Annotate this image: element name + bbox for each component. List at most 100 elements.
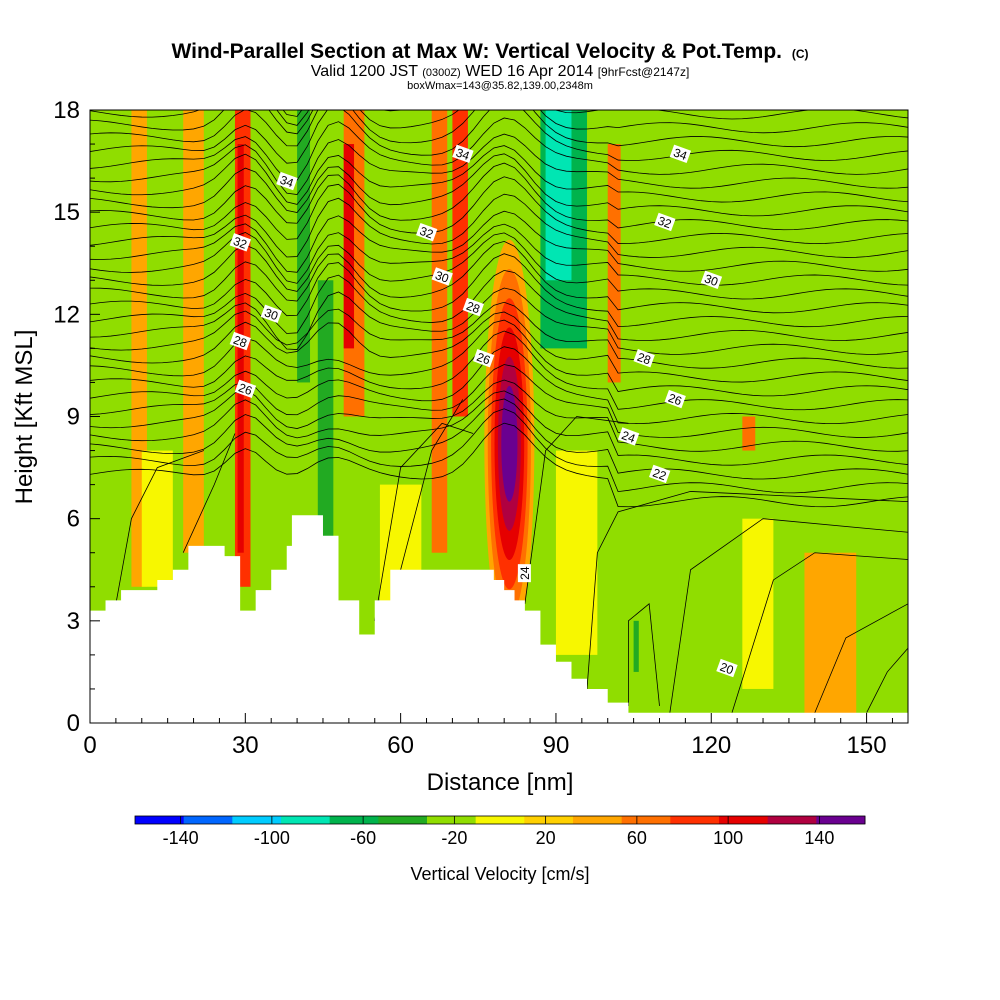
colorbar-swatch bbox=[329, 816, 379, 824]
chart-subtitle-2: boxWmax=143@35.82,139.00,2348m bbox=[407, 80, 593, 92]
colorbar-swatch bbox=[573, 816, 623, 824]
theta-contour-label: 30 bbox=[431, 267, 453, 286]
colorbar-swatch bbox=[281, 816, 331, 824]
theta-contour-line bbox=[374, 422, 474, 621]
y-tick-label: 6 bbox=[67, 506, 80, 533]
theta-contour-label-text: 34 bbox=[672, 145, 690, 163]
colorbar-tick-label: -140 bbox=[163, 828, 199, 848]
velocity-band bbox=[237, 144, 244, 553]
theta-contour-line bbox=[90, 287, 908, 355]
theta-contour-label: 20 bbox=[716, 658, 738, 678]
velocity-band bbox=[473, 110, 489, 383]
theta-contour-line bbox=[90, 319, 908, 397]
velocity-band bbox=[105, 110, 116, 587]
x-axis: 0 30 60 90 120 150 bbox=[83, 713, 893, 759]
theta-contour-label: 32 bbox=[229, 233, 251, 252]
y-axis: 0 3 6 9 12 15 18 bbox=[53, 97, 100, 737]
theta-contour-line bbox=[90, 364, 908, 438]
colorbar-swatch bbox=[427, 816, 477, 824]
colorbar-swatch bbox=[378, 816, 428, 824]
theta-contour-label-text: 30 bbox=[263, 305, 281, 323]
x-tick-label: 30 bbox=[232, 732, 259, 759]
colorbar-label: Vertical Velocity [cm/s] bbox=[410, 864, 589, 884]
theta-contour-line bbox=[628, 603, 660, 707]
velocity-band bbox=[405, 416, 417, 485]
theta-contour-line bbox=[90, 193, 908, 258]
theta-contour-line bbox=[586, 491, 908, 689]
theta-contour-line bbox=[90, 346, 908, 425]
subtitle-fcst: [9hrFcst@2147z] bbox=[598, 65, 690, 79]
theta-contour-labels: 34 34 34 32 32 32 30 30 30 28 28 28 26 26 26 24 24 22 20 bbox=[229, 144, 738, 678]
theta-contour-label-text: 32 bbox=[656, 214, 674, 232]
colorbar-swatch bbox=[475, 816, 525, 824]
theta-contour-label-text: 28 bbox=[635, 350, 653, 368]
theta-contour-line bbox=[115, 450, 205, 604]
updraft-core bbox=[501, 385, 518, 502]
theta-contour-label: 28 bbox=[633, 348, 655, 368]
velocity-band bbox=[680, 110, 701, 383]
theta-contour-line bbox=[90, 408, 908, 494]
theta-contour-line bbox=[90, 240, 908, 314]
theta-contour-label: 26 bbox=[664, 389, 686, 409]
theta-contour-label-text: 34 bbox=[278, 173, 296, 191]
colorbar-swatch bbox=[719, 816, 769, 824]
subtitle-date: WED 16 Apr 2014 bbox=[465, 63, 593, 80]
theta-contour-line bbox=[90, 133, 908, 196]
colorbar-swatch bbox=[670, 816, 720, 824]
velocity-band bbox=[804, 552, 857, 723]
terrain-mask bbox=[90, 515, 908, 723]
theta-contour-label: 30 bbox=[260, 304, 283, 323]
theta-contour-line bbox=[400, 399, 464, 570]
theta-contour-label: 32 bbox=[416, 222, 438, 242]
y-tick-label: 15 bbox=[53, 199, 80, 226]
theta-contour-label: 26 bbox=[234, 379, 257, 398]
theta-contour-label-text: 30 bbox=[433, 268, 451, 286]
theta-contour-label-text: 34 bbox=[454, 145, 472, 163]
velocity-band bbox=[742, 416, 756, 451]
chart-title: Wind-Parallel Section at Max W: Vertical… bbox=[171, 40, 808, 63]
colorbar-swatch bbox=[232, 816, 282, 824]
theta-contour-line bbox=[90, 379, 908, 452]
velocity-band bbox=[379, 110, 396, 519]
colorbar-tick-label: -100 bbox=[254, 828, 290, 848]
theta-contour-line bbox=[90, 110, 908, 148]
theta-contour-line bbox=[90, 301, 908, 369]
velocity-band bbox=[555, 450, 598, 655]
theta-contour-label-text: 26 bbox=[666, 391, 684, 409]
colorbar-swatch bbox=[767, 816, 817, 824]
theta-contour-line bbox=[90, 269, 908, 341]
theta-contour-line bbox=[90, 110, 908, 126]
theta-contour-label: 32 bbox=[654, 212, 676, 232]
colorbar-frame bbox=[134, 815, 866, 825]
theta-contour-line bbox=[90, 210, 908, 273]
theta-contour-label: 24 bbox=[617, 427, 640, 446]
theta-contour-line bbox=[524, 416, 629, 604]
theta-contour-label-text: 26 bbox=[475, 350, 493, 368]
theta-contour-label-text: 32 bbox=[231, 234, 249, 252]
theta-contour-line bbox=[90, 162, 908, 231]
theta-contour-label: 28 bbox=[462, 297, 484, 317]
velocity-band bbox=[545, 110, 572, 281]
colorbar-tick-label: -60 bbox=[350, 828, 376, 848]
velocity-band bbox=[742, 518, 774, 689]
velocity-band bbox=[700, 110, 722, 315]
theta-contour-label: 24 bbox=[517, 564, 532, 583]
theta-contour-line bbox=[90, 232, 908, 300]
theta-contour-line bbox=[90, 223, 908, 286]
colorbar-tick-label: 20 bbox=[536, 828, 556, 848]
theta-contours bbox=[90, 110, 908, 713]
theta-contour-line bbox=[90, 390, 908, 466]
plot-area: 34 34 34 32 32 32 30 30 30 28 28 28 26 26 26 24 24 22 20 bbox=[90, 110, 908, 723]
colorbar-swatch bbox=[135, 816, 185, 824]
velocity-band bbox=[607, 144, 621, 383]
colorbar-tick-label: 60 bbox=[627, 828, 647, 848]
theta-contour-line bbox=[182, 433, 236, 553]
theta-contour-label: 34 bbox=[669, 144, 692, 163]
theta-contour-label-text: 20 bbox=[718, 660, 736, 678]
colorbar-tick-label: 100 bbox=[713, 828, 743, 848]
y-tick-label: 12 bbox=[53, 301, 80, 328]
theta-contour-line bbox=[90, 330, 908, 411]
theta-contour-label-text: 28 bbox=[464, 299, 482, 317]
theta-contour-label-text: 28 bbox=[231, 333, 249, 351]
theta-contour-line bbox=[731, 552, 908, 713]
